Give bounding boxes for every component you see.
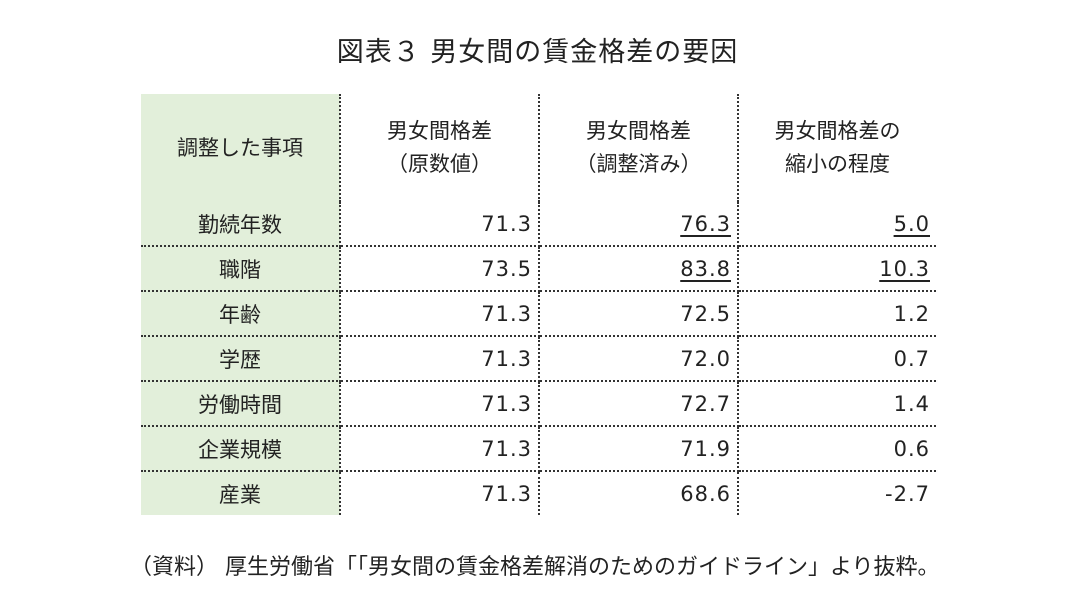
adjusted-gap-value: 83.8: [680, 256, 731, 281]
gap-reduction-cell: 1.4: [738, 381, 936, 427]
gap-reduction-cell: -2.7: [738, 471, 936, 515]
row-label: 企業規模: [141, 426, 341, 472]
adjusted-gap-cell: 71.9: [539, 426, 739, 472]
wage-gap-table: 調整した事項 男女間格差 （原数値） 男女間格差 （調整済み） 男女間格差の 縮…: [141, 94, 936, 515]
row-label: 産業: [141, 471, 341, 515]
header-gap-reduction-line2: 縮小の程度: [785, 152, 890, 176]
adjusted-gap-value: 76.3: [680, 211, 731, 236]
adjusted-gap-cell: 72.0: [539, 336, 739, 382]
row-label: 勤続年数: [141, 202, 341, 247]
raw-gap-cell: 71.3: [340, 202, 540, 247]
row-label: 労働時間: [141, 381, 341, 427]
table-row: 勤続年数 71.3 76.3 5.0: [141, 202, 936, 247]
table-row: 労働時間 71.3 72.7 1.4: [141, 381, 936, 427]
adjusted-gap-cell: 83.8: [539, 246, 739, 292]
gap-reduction-cell: 5.0: [738, 202, 936, 247]
gap-reduction-value: 10.3: [879, 256, 930, 281]
raw-gap-cell: 71.3: [340, 291, 540, 337]
header-adjusted-item-label: 調整した事項: [177, 135, 303, 160]
page-title: 図表３ 男女間の賃金格差の要因: [336, 37, 739, 68]
gap-reduction-cell: 1.2: [738, 291, 936, 337]
header-adjusted-gap: 男女間格差 （調整済み）: [539, 94, 739, 202]
gap-reduction-cell: 0.7: [738, 336, 936, 382]
header-raw-gap-line1: 男女間格差: [387, 119, 492, 144]
row-label: 学歴: [141, 336, 341, 382]
gap-reduction-cell: 0.6: [738, 426, 936, 472]
raw-gap-cell: 71.3: [340, 471, 540, 515]
row-label: 年齢: [141, 291, 341, 337]
table-row: 学歴 71.3 72.0 0.7: [141, 336, 936, 382]
source-note: （資料） 厚生労働省「「男女間の賃金格差解消のためのガイドライン」より抜粋。: [130, 555, 940, 580]
table-row: 年齢 71.3 72.5 1.2: [141, 291, 936, 337]
table-row: 職階 73.5 83.8 10.3: [141, 246, 936, 292]
header-gap-reduction-line1: 男女間格差の: [774, 119, 901, 144]
raw-gap-cell: 73.5: [340, 246, 540, 292]
table-row: 産業 71.3 68.6 -2.7: [141, 471, 936, 515]
table-row: 企業規模 71.3 71.9 0.6: [141, 426, 936, 472]
adjusted-gap-cell: 72.7: [539, 381, 739, 427]
header-gap-reduction: 男女間格差の 縮小の程度: [738, 94, 936, 202]
raw-gap-cell: 71.3: [340, 336, 540, 382]
header-raw-gap: 男女間格差 （原数値）: [340, 94, 540, 202]
raw-gap-cell: 71.3: [340, 426, 540, 472]
header-adjusted-gap-line1: 男女間格差: [586, 119, 691, 144]
adjusted-gap-cell: 72.5: [539, 291, 739, 337]
gap-reduction-cell: 10.3: [738, 246, 936, 292]
header-adjusted-gap-line2: （調整済み）: [575, 152, 702, 176]
header-adjusted-item: 調整した事項: [141, 94, 341, 202]
header-raw-gap-line2: （原数値）: [387, 152, 492, 176]
row-label: 職階: [141, 246, 341, 292]
gap-reduction-value: 5.0: [893, 211, 930, 236]
table-header-row: 調整した事項 男女間格差 （原数値） 男女間格差 （調整済み） 男女間格差の 縮…: [141, 94, 936, 202]
adjusted-gap-cell: 68.6: [539, 471, 739, 515]
raw-gap-cell: 71.3: [340, 381, 540, 427]
adjusted-gap-cell: 76.3: [539, 202, 739, 247]
